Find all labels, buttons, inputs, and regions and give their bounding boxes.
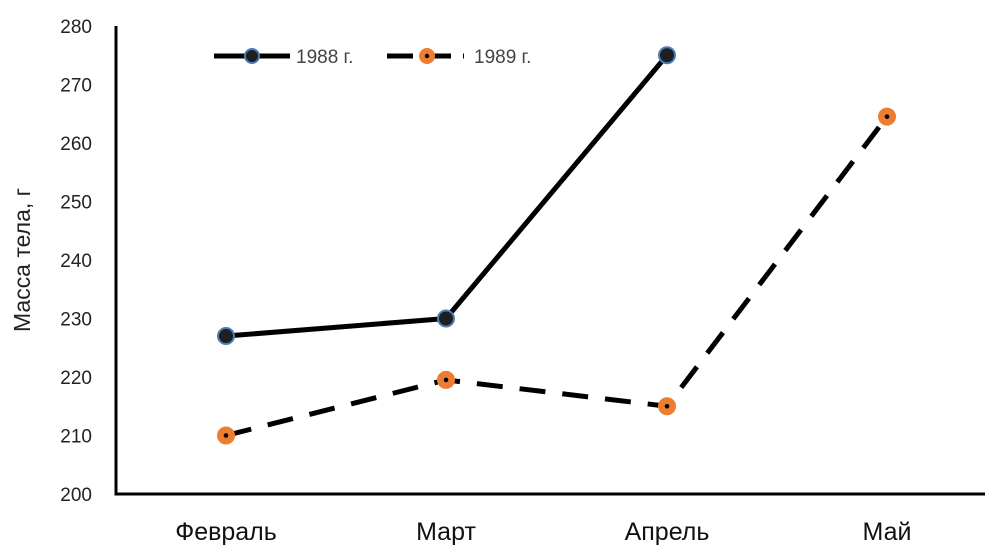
y-tick-label: 200 <box>60 485 92 506</box>
legend-label: 1989 г. <box>474 47 531 68</box>
x-category-label: Апрель <box>625 518 710 546</box>
legend-swatch-marker-center <box>424 53 430 59</box>
legend-label: 1988 г. <box>296 47 353 68</box>
y-tick-label: 240 <box>60 251 92 272</box>
data-point <box>658 46 676 65</box>
series-line-1 <box>225 53 669 339</box>
y-tick-label: 280 <box>60 17 92 38</box>
y-tick-label: 210 <box>60 427 92 448</box>
y-tick-label: 260 <box>60 134 92 155</box>
data-point <box>437 309 455 328</box>
legend: 1988 г. 1989 г. <box>214 47 531 68</box>
y-tick-label: 230 <box>60 310 92 331</box>
legend-swatch-marker <box>244 48 260 64</box>
y-tick-label: 220 <box>60 368 92 389</box>
data-point-center <box>664 403 670 409</box>
data-point-center <box>223 433 229 438</box>
data-point-center <box>443 377 449 383</box>
series-line-2 <box>225 115 889 438</box>
data-point-center <box>884 114 890 119</box>
x-axis-ticks: Февраль Март Апрель Май <box>175 518 911 546</box>
data-point <box>217 327 235 346</box>
series-group <box>217 46 896 445</box>
x-category-label: Май <box>863 518 912 546</box>
x-category-label: Март <box>416 518 476 546</box>
y-tick-label: 270 <box>60 76 92 97</box>
y-axis-ticks: 200 210 220 230 240 250 260 270 280 <box>60 17 92 506</box>
y-axis-title: Масса тела, г <box>9 188 35 332</box>
x-category-label: Февраль <box>175 518 277 546</box>
y-tick-label: 250 <box>60 193 92 214</box>
